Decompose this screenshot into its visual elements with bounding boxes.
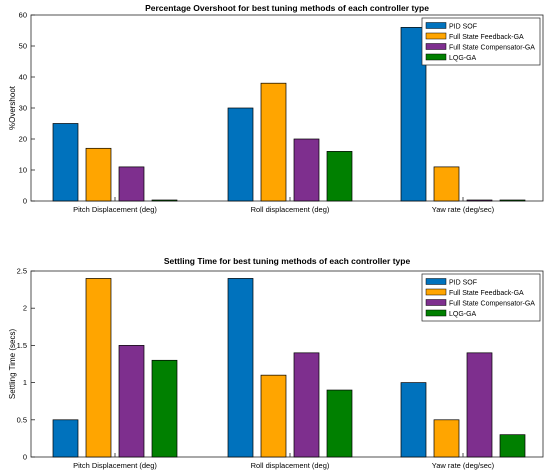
overshoot-y-axis-label: %Overshoot — [8, 85, 17, 130]
overshoot-bar — [293, 138, 320, 202]
settling-time-bar — [52, 419, 79, 458]
settling-time-y-tick-label: 2 — [23, 304, 27, 313]
overshoot-legend-label: Full State Feedback-GA — [449, 34, 524, 41]
overshoot-bar — [326, 151, 353, 202]
settling-time-y-axis-label: Settling Time (secs) — [8, 329, 17, 400]
overshoot-y-tick-label: 50 — [19, 42, 27, 51]
overshoot-legend-swatch — [425, 43, 447, 50]
overshoot-bar — [466, 199, 493, 202]
overshoot-bar — [499, 199, 526, 202]
overshoot-bar — [260, 82, 287, 202]
settling-time-bar — [326, 389, 353, 458]
settling-time-legend-label: PID SOF — [449, 280, 477, 287]
settling-time-legend-swatch — [425, 278, 447, 285]
overshoot-legend: PID SOF Full State Feedback-GA Full State … — [421, 17, 541, 66]
settling-time-y-tick-label: 1 — [23, 378, 27, 387]
settling-time-bar — [227, 278, 254, 458]
settling-time-chart: Settling Time for best tuning methods of… — [8, 256, 544, 470]
settling-time-y-tick-label: 2.5 — [17, 267, 27, 276]
settling-time-y-tick-label: 0.5 — [17, 415, 27, 424]
overshoot-y-tick-label: 30 — [19, 104, 27, 113]
overshoot-x-tick-label: Pitch Displacement (deg) — [73, 205, 157, 214]
settling-time-x-tick-label: Yaw rate (deg/sec) — [432, 461, 495, 470]
overshoot-legend-swatch — [425, 32, 447, 40]
overshoot-legend-swatch — [425, 53, 447, 61]
settling-time-bar — [85, 278, 112, 458]
overshoot-bar — [118, 166, 145, 202]
settling-time-bar — [499, 434, 526, 458]
overshoot-chart: Percentage Overshoot for best tuning met… — [8, 3, 544, 214]
settling-time-legend-label: Full State Compensator-GA — [449, 301, 535, 308]
overshoot-plot-area: 0 10 20 30 40 50 60 Pitch Displacement (deg) Rol… — [19, 11, 544, 214]
overshoot-legend-label: PID SOF — [449, 24, 477, 31]
overshoot-y-tick-label: 40 — [19, 73, 27, 82]
overshoot-chart-title: Percentage Overshoot for best tuning met… — [145, 3, 429, 13]
overshoot-bar — [433, 166, 460, 202]
settling-time-bar — [151, 359, 178, 458]
settling-time-bar — [118, 345, 145, 458]
overshoot-x-tick-label: Yaw rate (deg/sec) — [432, 205, 495, 214]
settling-time-bar — [433, 419, 460, 458]
settling-time-legend-swatch — [425, 309, 447, 317]
settling-time-legend-swatch — [425, 299, 447, 306]
overshoot-bar — [227, 107, 254, 202]
overshoot-x-tick-label: Roll displacement (deg) — [251, 205, 330, 214]
overshoot-legend-label: LQG-GA — [449, 55, 477, 62]
overshoot-bar — [52, 123, 79, 202]
settling-time-y-tick-label: 1.5 — [17, 341, 27, 350]
overshoot-bar — [85, 147, 112, 202]
overshoot-y-tick-label: 20 — [19, 135, 27, 144]
settling-time-legend-swatch — [425, 288, 447, 296]
settling-time-plot-area: 0 0.5 1 1.5 2 2.5 Pitch Displacement (deg) Roll… — [17, 267, 544, 470]
settling-time-y-tick-label: 0 — [23, 453, 27, 462]
settling-time-x-tick-label: Pitch Displacement (deg) — [73, 461, 157, 470]
settling-time-axes-box — [30, 270, 544, 458]
settling-time-legend: PID SOF Full State Feedback-GA Full State … — [421, 273, 541, 322]
settling-time-legend-label: Full State Feedback-GA — [449, 290, 524, 297]
overshoot-y-tick-label: 0 — [23, 197, 27, 206]
overshoot-legend-label: Full State Compensator-GA — [449, 45, 535, 52]
overshoot-y-tick-label: 10 — [19, 166, 27, 175]
settling-time-bar — [260, 374, 287, 458]
overshoot-bar — [151, 199, 178, 202]
settling-time-bar — [293, 352, 320, 458]
overshoot-y-tick-label: 60 — [19, 11, 27, 20]
settling-time-chart-title: Settling Time for best tuning methods of… — [164, 256, 411, 266]
overshoot-legend-swatch — [425, 22, 447, 29]
settling-time-bar — [400, 382, 427, 458]
settling-time-x-tick-label: Roll displacement (deg) — [251, 461, 330, 470]
settling-time-legend-label: LQG-GA — [449, 311, 477, 318]
settling-time-bar — [466, 352, 493, 458]
